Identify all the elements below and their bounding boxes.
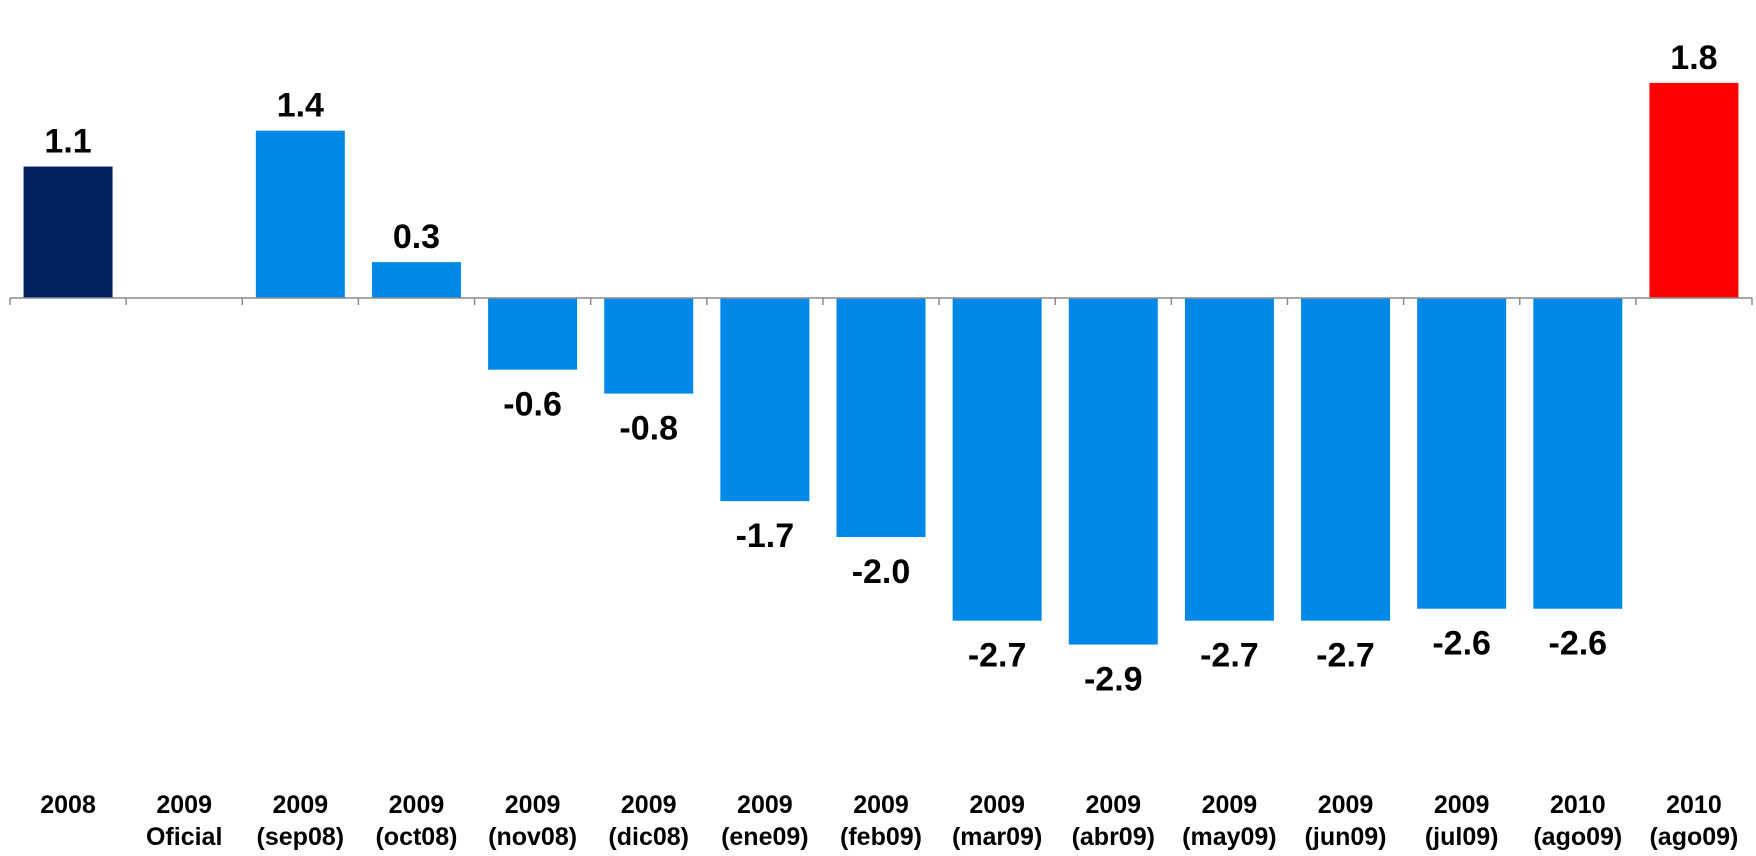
x-tick-label-sub: (abr09) bbox=[1072, 823, 1155, 851]
data-label: -2.6 bbox=[1549, 625, 1608, 663]
data-label: -2.6 bbox=[1432, 625, 1491, 663]
data-label: 1.8 bbox=[1670, 39, 1717, 77]
x-tick-label-year: 2009 bbox=[505, 791, 561, 819]
data-label: -0.6 bbox=[503, 386, 562, 424]
bar bbox=[1184, 298, 1274, 621]
x-tick-label-year: 2009 bbox=[273, 791, 329, 819]
data-label: -2.7 bbox=[968, 637, 1027, 675]
x-tick-label-sub: (ago09) bbox=[1533, 823, 1622, 851]
data-label: 0.3 bbox=[393, 218, 440, 256]
x-tick-label-sub: (oct08) bbox=[375, 823, 457, 851]
bar bbox=[1417, 298, 1507, 609]
x-tick-label-sub: (nov08) bbox=[488, 823, 577, 851]
x-tick-label-sub: (feb09) bbox=[840, 823, 922, 851]
x-tick-label-sub: (ago09) bbox=[1649, 823, 1738, 851]
x-tick-label-sub: (jul09) bbox=[1425, 823, 1499, 851]
data-label: -2.0 bbox=[852, 553, 911, 591]
x-tick-label-year: 2009 bbox=[156, 791, 212, 819]
bars-group bbox=[23, 82, 1739, 645]
x-tick-label-sub: (may09) bbox=[1182, 823, 1277, 851]
x-tick-label-year: 2009 bbox=[1085, 791, 1141, 819]
data-label: -2.7 bbox=[1316, 637, 1375, 675]
data-label: -2.9 bbox=[1084, 661, 1143, 699]
bar bbox=[1301, 298, 1391, 621]
x-tick-label-sub: (jun09) bbox=[1305, 823, 1387, 851]
x-tick-label-year: 2010 bbox=[1550, 791, 1606, 819]
x-tick-label-sub: (ene09) bbox=[721, 823, 809, 851]
x-tick-label-year: 2009 bbox=[853, 791, 909, 819]
bar bbox=[720, 298, 810, 502]
bar bbox=[1649, 82, 1739, 299]
x-tick-label-year: 2009 bbox=[621, 791, 677, 819]
bar bbox=[1068, 298, 1158, 645]
bar bbox=[604, 298, 694, 394]
x-tick-label-year: 2009 bbox=[1434, 791, 1490, 819]
x-tick-label-sub: Oficial bbox=[146, 823, 222, 851]
bar bbox=[1533, 298, 1623, 609]
category-labels-group: 2008 2009 Oficial 2009 (sep08) 2009 (oct08) 200… bbox=[40, 791, 1738, 851]
bar bbox=[371, 262, 461, 298]
x-axis bbox=[9, 297, 1753, 305]
bar bbox=[255, 130, 345, 298]
data-label: -0.8 bbox=[619, 410, 678, 448]
x-tick-label-sub: (dic08) bbox=[608, 823, 689, 851]
data-label: -1.7 bbox=[736, 517, 795, 555]
x-tick-label-year: 2008 bbox=[40, 791, 96, 819]
x-tick-label-year: 2009 bbox=[1202, 791, 1258, 819]
bar bbox=[488, 298, 578, 370]
bar bbox=[23, 166, 113, 298]
x-tick-label-year: 2009 bbox=[1318, 791, 1374, 819]
data-label: 1.1 bbox=[44, 123, 91, 161]
x-tick-label-sub: (sep08) bbox=[257, 823, 345, 851]
x-tick-label-year: 2010 bbox=[1666, 791, 1722, 819]
x-tick-label-year: 2009 bbox=[737, 791, 793, 819]
bar bbox=[952, 298, 1042, 621]
data-label: 1.4 bbox=[277, 87, 324, 125]
x-tick-label-year: 2009 bbox=[389, 791, 445, 819]
x-tick-label-sub: (mar09) bbox=[952, 823, 1042, 851]
value-labels-group: 1.1 1.4 0.3 -0.6 -0.8 -1.7 -2.0 -2.7 -2.9 -2.7 -2.… bbox=[44, 39, 1717, 699]
x-tick-label-year: 2009 bbox=[969, 791, 1025, 819]
data-label: -2.7 bbox=[1200, 637, 1259, 675]
bar bbox=[836, 298, 926, 537]
